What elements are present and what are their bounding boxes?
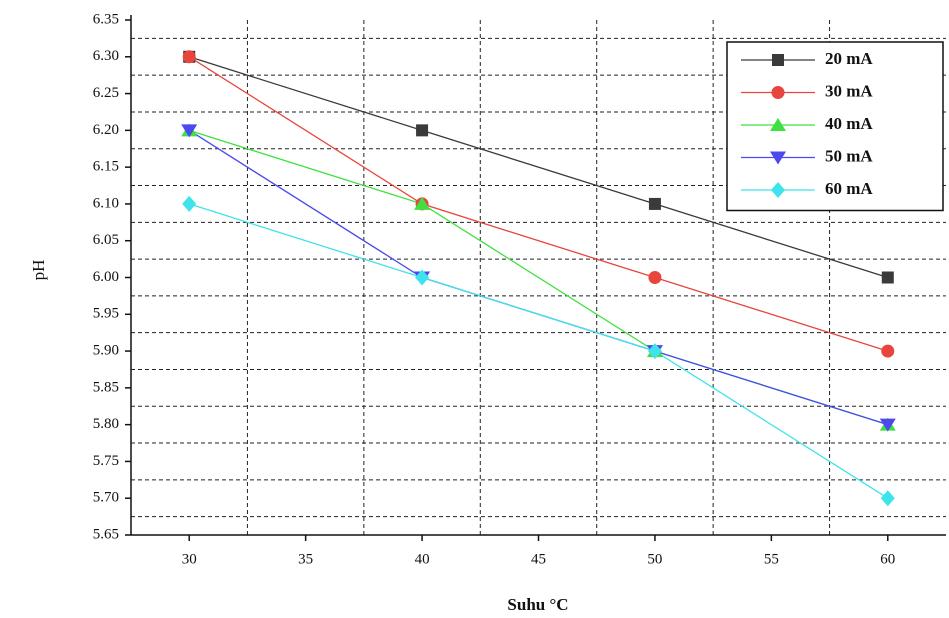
marker xyxy=(648,271,662,284)
y-tick-label: 5.70 xyxy=(93,490,119,506)
y-tick-label: 6.15 xyxy=(93,159,119,175)
x-tick-label: 45 xyxy=(531,551,546,567)
y-tick-label: 5.90 xyxy=(93,343,119,359)
legend-label: 30 mA xyxy=(825,81,873,100)
legend-label: 40 mA xyxy=(825,114,873,133)
y-tick-label: 6.25 xyxy=(93,85,119,101)
marker xyxy=(880,490,895,507)
marker xyxy=(770,151,786,165)
y-tick-label: 5.65 xyxy=(93,526,119,542)
marker xyxy=(879,418,896,432)
marker xyxy=(647,343,662,360)
x-axis-label: Suhu °C xyxy=(507,595,568,614)
y-tick-label: 6.20 xyxy=(93,122,119,138)
y-axis-label: pH xyxy=(29,260,48,281)
x-tick-label: 55 xyxy=(764,551,779,567)
marker xyxy=(881,271,894,284)
marker xyxy=(415,269,430,286)
y-tick-label: 6.05 xyxy=(93,232,119,248)
y-tick-label: 5.80 xyxy=(93,416,119,432)
marker xyxy=(414,196,431,210)
marker xyxy=(182,195,197,212)
marker xyxy=(772,54,784,66)
marker xyxy=(770,118,786,131)
y-tick-label: 6.00 xyxy=(93,269,119,285)
y-tick-label: 5.95 xyxy=(93,306,119,322)
marker xyxy=(881,344,895,358)
y-tick-label: 5.75 xyxy=(93,453,119,469)
marker xyxy=(771,86,785,99)
x-tick-label: 35 xyxy=(298,551,313,567)
x-tick-label: 40 xyxy=(415,551,430,567)
legend-box xyxy=(726,41,944,212)
marker xyxy=(181,124,198,138)
y-tick-label: 6.30 xyxy=(93,48,119,64)
legend-label: 20 mA xyxy=(825,49,873,68)
y-tick-label: 5.85 xyxy=(93,379,119,395)
x-tick-label: 30 xyxy=(182,551,197,567)
series-line xyxy=(188,56,888,352)
marker xyxy=(648,197,661,210)
y-tick-label: 6.35 xyxy=(93,11,119,27)
legend-label: 60 mA xyxy=(825,179,873,198)
legend-label: 50 mA xyxy=(825,146,873,165)
y-tick-label: 6.10 xyxy=(93,195,119,211)
marker xyxy=(182,50,196,64)
series-line xyxy=(189,56,888,279)
x-tick-label: 50 xyxy=(647,551,662,567)
series-line xyxy=(189,203,889,499)
marker xyxy=(771,182,785,198)
x-tick-label: 60 xyxy=(880,551,895,567)
marker xyxy=(416,124,429,137)
